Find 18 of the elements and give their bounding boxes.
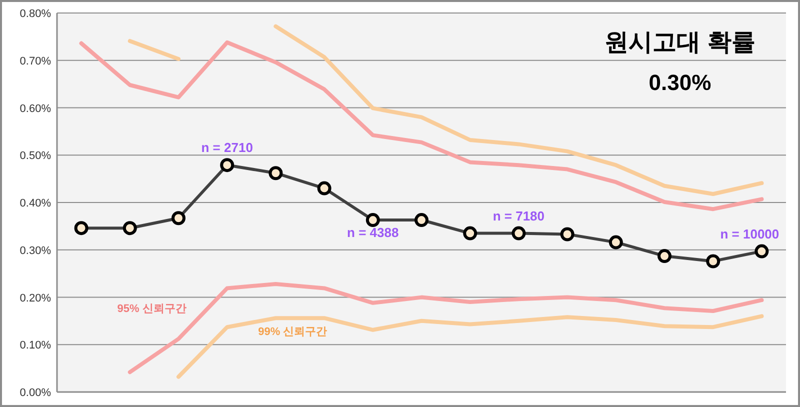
y-tick-label: 0.70% [20, 55, 52, 68]
text: 원시고대 확률 [604, 29, 756, 56]
y-tick-label: 0.80% [20, 8, 52, 20]
annotation: n = 7180 [492, 208, 545, 224]
text: 0.30% [648, 70, 712, 95]
annotation: n = 10000 [720, 226, 780, 242]
y-tick-label: 0.10% [20, 340, 52, 352]
series-label: 99% 신뢰구간 [258, 326, 328, 338]
y-tick-label: 0.00% [20, 387, 52, 399]
y-tick-label: 0.60% [20, 102, 52, 115]
annotation: n = 4388 [347, 225, 399, 240]
series-label: 95% 신뢰구간 [117, 303, 186, 316]
line-series [176, 314, 764, 379]
y-tick-label: 0.40% [20, 198, 52, 210]
y-tick-label: 0.20% [20, 292, 52, 304]
y-tick-label: 0.50% [20, 150, 52, 162]
y-tick-label: 0.30% [20, 244, 52, 257]
annotation: n = 2710 [201, 140, 253, 156]
